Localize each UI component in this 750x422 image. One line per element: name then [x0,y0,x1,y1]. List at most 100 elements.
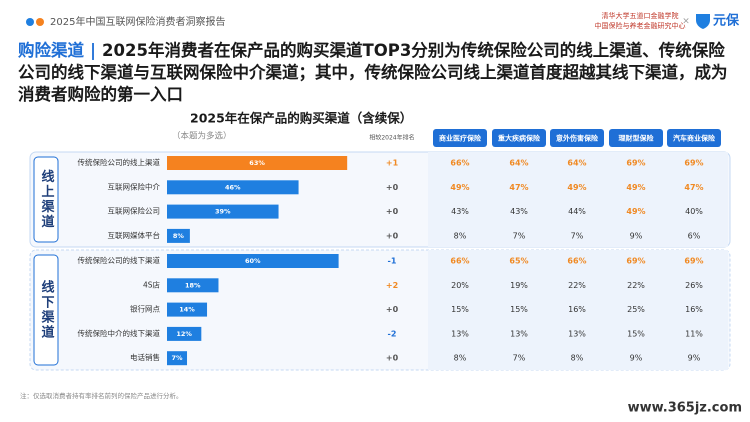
bar [167,156,348,170]
report-title: 2025年中国互联网保险消费者洞察报告 [50,15,225,28]
table-cell: 66% [567,257,586,266]
table-cell: 49% [450,183,469,192]
table-cell: 25% [627,305,645,314]
table-cell: 16% [685,305,703,314]
table-cell: 26% [685,281,703,290]
headline-text: 2025年消费者在保产品的购买渠道TOP3分别为传统保险公司的线上渠道、传统保险… [18,41,728,104]
column-header: 商业医疗保险 [439,134,482,143]
bar [167,254,339,268]
table-cell: 40% [685,207,703,216]
rank-change: +0 [386,305,399,314]
category-label: 电话销售 [130,352,160,362]
bar [167,228,190,243]
column-header: 汽车商业保险 [673,134,716,143]
rank-change: +0 [386,183,399,192]
table-cell: 6% [688,231,701,240]
value-label: 60% [245,257,261,265]
brand-logo [696,14,710,29]
column-header-bg [550,129,604,147]
table-cell: 69% [684,257,703,266]
org-name: 中国保险与养老金融研究中心 [595,21,686,30]
value-label: 12% [176,330,192,338]
brand: 元保 [713,13,740,29]
table-cell: 8% [454,354,467,363]
table-cell: 69% [626,159,645,168]
value-label: 14% [179,306,195,314]
table-cell: 49% [626,207,645,216]
table-cell: 9% [688,354,701,363]
table-cell: 15% [510,305,528,314]
bar [167,180,299,195]
category-label: 互联网保险公司 [108,206,161,216]
headline-topic: 购险渠道 [18,41,84,60]
value-label: 39% [215,208,231,216]
headline: 购险渠道 | 2025年消费者在保产品的购买渠道TOP3分别为传统保险公司的线上渠道… [18,40,736,106]
logo-dot [36,18,44,26]
table-cell: 64% [509,159,528,168]
table-cell: 13% [510,329,528,338]
column-header-bg [667,129,721,147]
bar [167,278,219,293]
table-cell: 66% [450,159,469,168]
bar [167,351,188,366]
table-cell: 69% [684,159,703,168]
rank-change-header: 相较2024年排名 [369,134,414,142]
bar [167,204,279,219]
separator: × [682,17,690,27]
table-cell: 8% [571,354,584,363]
rank-change: +1 [386,159,399,168]
table-cell: 69% [626,257,645,266]
table-cell: 44% [568,207,586,216]
table-cell: 43% [510,207,528,216]
column-header-bg [609,129,663,147]
footnote: 注：仅选取消费者持有率排名前列的保险产品进行分析。 [20,391,183,400]
table-cell: 22% [627,281,645,290]
rank-change: +2 [386,281,398,290]
table-cell: 11% [685,329,703,338]
table-cell: 43% [451,207,469,216]
bar [167,302,208,317]
group-label: 线上渠道 [39,169,56,230]
value-label: 18% [185,281,201,289]
value-label: 8% [173,232,185,240]
table-cell: 15% [627,329,645,338]
table-cell: 7% [513,231,526,240]
logo-dot [26,18,34,26]
chart-subtitle: （本题为多选） [172,131,232,142]
group-label: 线下渠道 [39,279,56,340]
table-cell: 47% [684,183,703,192]
table-cell: 15% [451,305,469,314]
table-cell: 9% [630,354,643,363]
table-cell: 9% [630,231,643,240]
category-label: 传统保险公司的线下渠道 [78,255,161,265]
bar [167,326,202,341]
table-cell: 19% [510,281,528,290]
table-bg [428,250,728,370]
group-label-bg [33,254,59,366]
value-label: 46% [225,183,241,191]
table-cell: 7% [513,354,526,363]
category-label: 互联网保险中介 [108,181,161,191]
column-header: 意外伤害保险 [556,134,599,143]
table-cell: 16% [568,305,586,314]
rank-change: -1 [388,257,397,266]
value-label: 63% [249,159,265,167]
rank-change: +0 [386,231,399,240]
chart-title: 2025年在保产品的购买渠道（含续保） [190,111,412,126]
group-label-bg [33,156,59,243]
table-cell: 64% [567,159,586,168]
column-header-bg [492,129,546,147]
table-bg [428,152,728,247]
category-label: 传统保险公司的线上渠道 [78,157,161,167]
table-cell: 13% [568,329,586,338]
table-cell: 49% [626,183,645,192]
table-cell: 22% [568,281,586,290]
table-cell: 13% [451,329,469,338]
table-cell: 7% [571,231,584,240]
org-name: 清华大学五道口金融学院 [602,11,679,20]
table-cell: 49% [567,183,586,192]
table-cell: 47% [509,183,528,192]
category-label: 传统保险中介的线下渠道 [78,328,161,338]
